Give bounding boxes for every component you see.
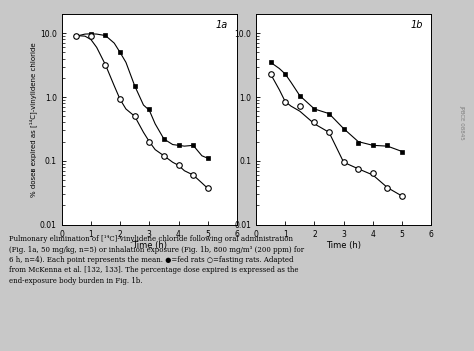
Text: 1b: 1b [410, 20, 423, 30]
Text: Pulmonary elimination of [¹⁴C]-vinylidene chloride following oral administration: Pulmonary elimination of [¹⁴C]-vinyliden… [9, 235, 305, 285]
Text: JPBCE 08845: JPBCE 08845 [460, 105, 465, 140]
Y-axis label: % doseᴃ expired as [¹⁴C]-vinylidene chloride: % doseᴃ expired as [¹⁴C]-vinylidene chlo… [29, 42, 37, 197]
Text: 1a: 1a [216, 20, 228, 30]
X-axis label: Time (h): Time (h) [132, 241, 167, 250]
X-axis label: Time (h): Time (h) [326, 241, 361, 250]
